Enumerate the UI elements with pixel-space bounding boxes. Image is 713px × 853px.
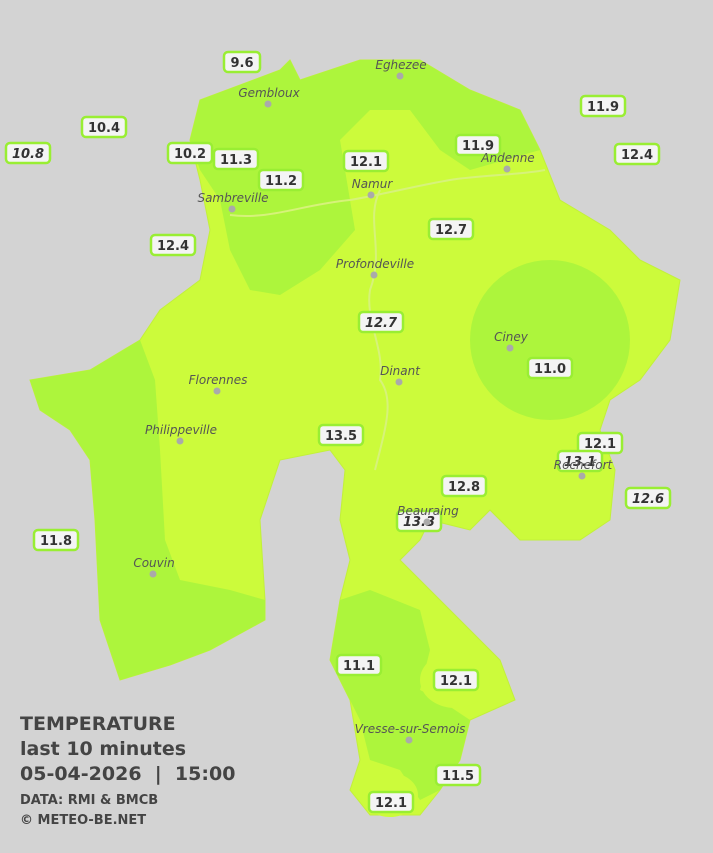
city-dot <box>503 165 511 173</box>
station-box <box>526 356 574 380</box>
station-box <box>80 115 128 139</box>
city-dot <box>578 472 586 480</box>
station-reading: 11.1 <box>343 659 375 674</box>
city-label: Rochefort <box>554 458 614 472</box>
legend-datetime: 05-04-2026 | 15:00 <box>20 763 235 785</box>
city-label: Philippeville <box>145 423 217 437</box>
station-reading: 11.8 <box>40 534 72 549</box>
station-reading: 11.5 <box>442 769 474 784</box>
station-box <box>427 217 475 241</box>
station-reading: 11.9 <box>462 139 494 154</box>
station-reading: 9.6 <box>230 56 253 71</box>
legend-source: DATA: RMI & BMCB <box>20 793 158 808</box>
city-label: Ciney <box>494 330 529 344</box>
station-box <box>342 149 390 173</box>
station-box <box>367 790 415 814</box>
city-dot <box>213 387 221 395</box>
station-reading: 10.8 <box>12 147 44 162</box>
station-reading: 10.4 <box>88 121 120 136</box>
station-reading: 13.5 <box>325 429 357 444</box>
station-box <box>432 668 480 692</box>
station-reading: 12.4 <box>157 239 189 254</box>
legend-period: last 10 minutes <box>20 738 186 760</box>
zone-south <box>330 590 470 800</box>
city-label: Vresse-sur-Semois <box>355 722 466 736</box>
city-label: Gembloux <box>238 86 300 100</box>
station-box <box>335 653 383 677</box>
station-box <box>613 142 661 166</box>
station-reading: 10.2 <box>174 147 206 162</box>
station-box <box>222 50 262 74</box>
station-box <box>317 423 365 447</box>
zone-north <box>190 60 540 295</box>
city-label: Andenne <box>480 151 534 165</box>
city-dot <box>423 518 431 526</box>
city-dot <box>405 736 413 744</box>
station-reading: 12.7 <box>365 316 398 331</box>
city-label: Namur <box>352 177 394 191</box>
legend-title: TEMPERATURE <box>20 713 176 735</box>
city-dot <box>228 205 236 213</box>
station-box <box>395 509 443 533</box>
station-box <box>357 310 405 334</box>
station-box <box>579 94 627 118</box>
city-dot <box>395 378 403 386</box>
city-label: Dinant <box>380 364 421 378</box>
station-reading: 11.2 <box>265 174 297 189</box>
station-box <box>454 133 502 157</box>
station-reading: 12.1 <box>584 437 616 452</box>
city-label: Couvin <box>133 556 174 570</box>
station-box <box>624 486 672 510</box>
city-dot <box>264 100 272 108</box>
city-dot <box>176 437 184 445</box>
city-label: Beauraing <box>397 504 459 518</box>
station-box <box>434 763 482 787</box>
station-reading: 12.6 <box>632 492 664 507</box>
station-reading: 12.7 <box>435 223 467 238</box>
station-reading: 12.1 <box>350 155 382 170</box>
station-reading: 11.9 <box>587 100 619 115</box>
station-box <box>166 141 214 165</box>
station-reading: 12.1 <box>375 796 407 811</box>
station-reading: 11.0 <box>534 362 566 377</box>
station-box <box>212 147 260 171</box>
city-dot <box>370 271 378 279</box>
legend-copyright: © METEO-BE.NET <box>20 813 146 828</box>
city-dot <box>367 191 375 199</box>
station-box <box>440 474 488 498</box>
city-label: Florennes <box>189 373 248 387</box>
station-box <box>257 168 305 192</box>
city-label: Profondeville <box>336 257 414 271</box>
city-label: Sambreville <box>197 191 268 205</box>
city-label: Eghezee <box>375 58 426 72</box>
station-reading: 11.3 <box>220 153 252 168</box>
city-dot <box>396 72 404 80</box>
zone-west <box>30 340 265 680</box>
station-reading: 12.1 <box>440 674 472 689</box>
station-reading: 12.4 <box>621 148 653 163</box>
station-box <box>556 449 604 473</box>
station-box <box>32 528 80 552</box>
station-reading: 13.1 <box>564 455 596 470</box>
city-dot <box>149 570 157 578</box>
city-dot <box>506 344 514 352</box>
station-box <box>149 233 197 257</box>
zone-ciney <box>470 260 630 420</box>
station-box <box>4 141 52 165</box>
station-reading: 12.8 <box>448 480 480 495</box>
